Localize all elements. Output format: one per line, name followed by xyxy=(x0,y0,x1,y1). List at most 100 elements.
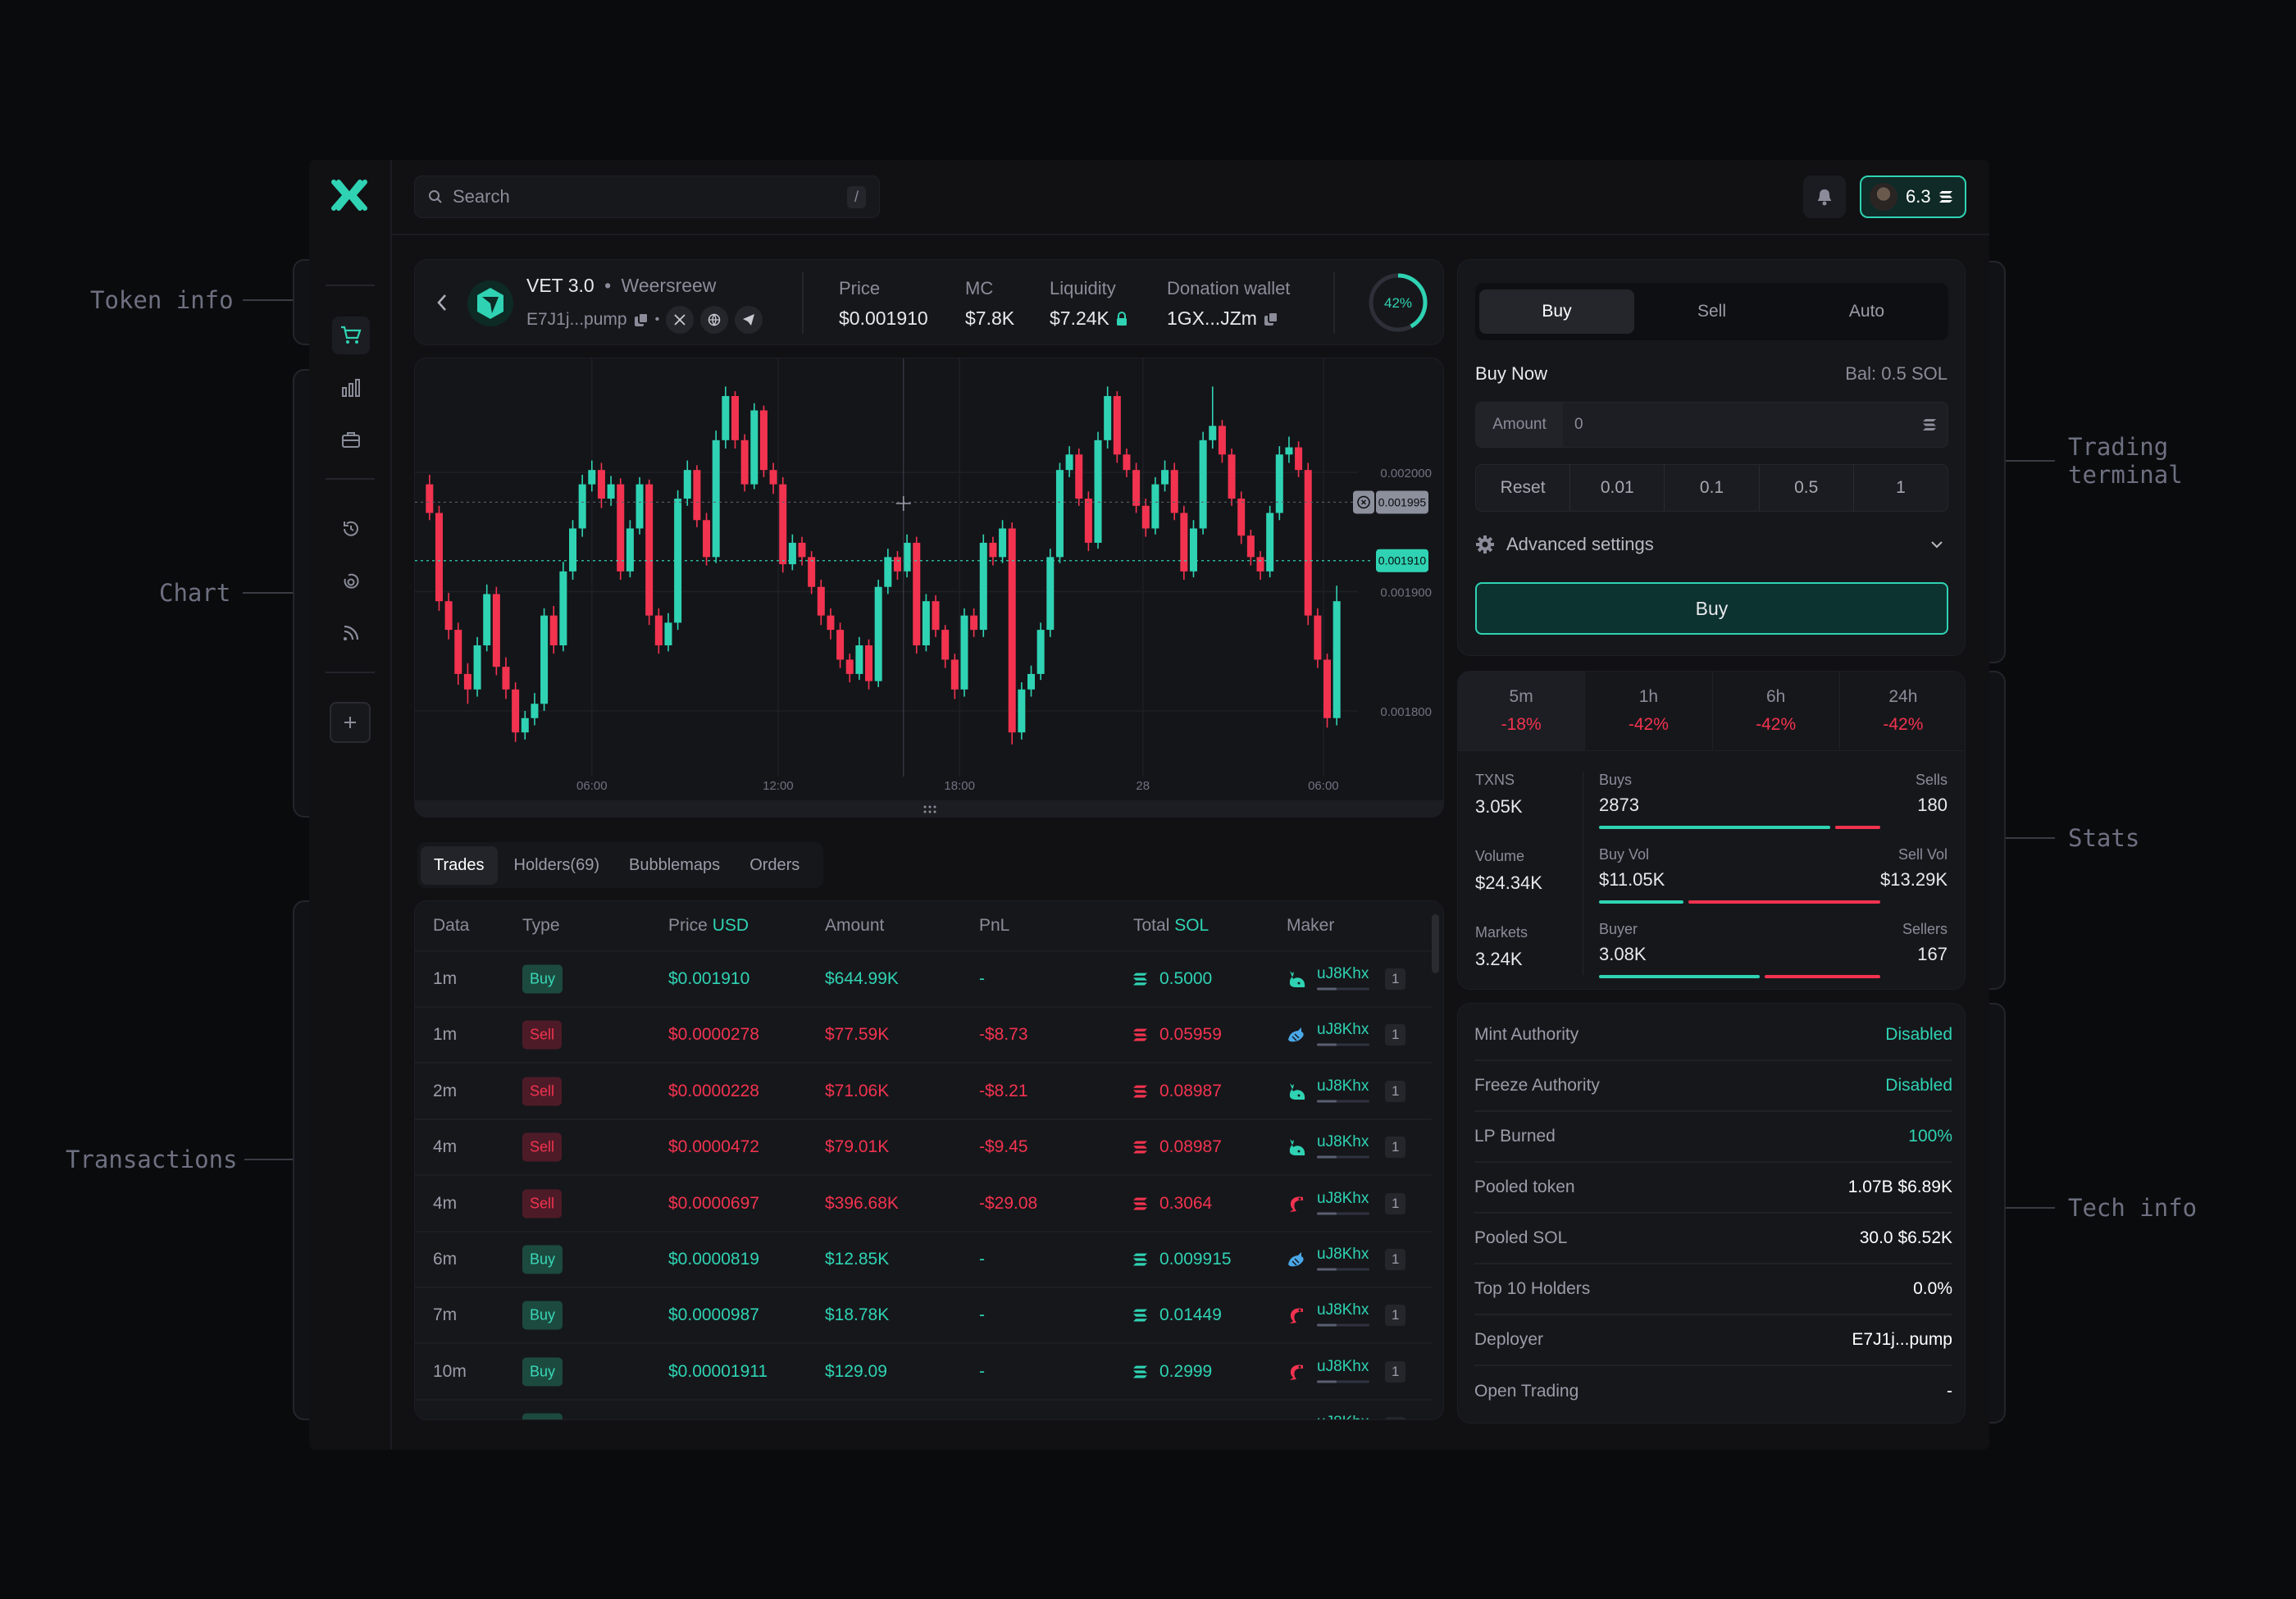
buy-value: 2873 xyxy=(1599,795,1639,815)
tab-trades[interactable]: Trades xyxy=(421,845,498,885)
col-maker[interactable]: Maker xyxy=(1287,916,1335,935)
tab-auto[interactable]: Auto xyxy=(1848,302,1885,321)
copy-icon[interactable] xyxy=(1264,311,1278,326)
grip-dots-icon xyxy=(928,805,932,809)
maker-link[interactable]: uJ8Khx xyxy=(1317,1301,1369,1319)
sidebar-item-rewards[interactable] xyxy=(332,563,370,600)
annotation-stats: Stats xyxy=(2068,824,2140,852)
col-total-unit[interactable]: SOL xyxy=(1174,916,1210,935)
col-amount[interactable]: Amount xyxy=(825,916,885,935)
back-chevron-icon[interactable] xyxy=(436,293,448,312)
table-row[interactable]: 1m Buy $0.001910 $644.99K - 0.5000 uJ8Khx 1 xyxy=(415,952,1432,1008)
maker-link[interactable]: uJ8Khx xyxy=(1317,1246,1369,1263)
reset-button[interactable]: Reset xyxy=(1476,465,1571,511)
col-pnl[interactable]: PnL xyxy=(979,916,1010,935)
maker-count: 1 xyxy=(1385,1417,1406,1419)
candle-body xyxy=(559,571,567,645)
table-row[interactable]: 4m Sell $0.0000697 $396.68K -$29.08 0.3064 uJ8… xyxy=(415,1177,1432,1232)
order-price-marker[interactable] xyxy=(1376,490,1428,514)
table-row[interactable]: 1m Sell $0.0000278 $77.59K -$8.73 0.05959 uJ8K… xyxy=(415,1008,1432,1064)
table-row[interactable]: 6m Buy $0.0000819 $12.85K - 0.009915 uJ8Khx 1 xyxy=(415,1232,1432,1288)
period-tab-1h[interactable]: 1h -42% xyxy=(1585,672,1713,750)
sol-icon xyxy=(1133,1253,1147,1266)
maker-link[interactable]: uJ8Khx xyxy=(1317,1133,1369,1151)
copy-icon[interactable] xyxy=(634,312,649,327)
token-creator[interactable]: Weersreew xyxy=(621,275,717,296)
website-button[interactable] xyxy=(700,306,729,334)
sidebar-item-cart[interactable] xyxy=(332,317,370,354)
col-type[interactable]: Type xyxy=(522,916,560,935)
chart-resize-handle[interactable] xyxy=(415,800,1444,818)
table-row[interactable]: 10m Buy $0.00001911 $129.09 - 0.2999 uJ8Khx 1 xyxy=(415,1345,1432,1401)
maker-link[interactable]: uJ8Khx xyxy=(1317,1021,1369,1039)
candle xyxy=(999,520,1007,563)
preset-0.01[interactable]: 0.01 xyxy=(1570,465,1665,511)
col-price-unit[interactable]: USD xyxy=(712,916,749,935)
sidebar-item-history[interactable] xyxy=(332,510,370,548)
trade-time: 6m xyxy=(433,1250,458,1269)
maker-link[interactable]: uJ8Khx xyxy=(1317,965,1369,982)
maker-link[interactable]: uJ8Khx xyxy=(1317,1189,1369,1207)
col-total[interactable]: Total SOL xyxy=(1133,916,1209,936)
col-data[interactable]: Data xyxy=(433,916,470,935)
notifications-button[interactable] xyxy=(1803,175,1846,218)
maker-progress xyxy=(1317,1268,1369,1271)
last-price-marker[interactable] xyxy=(1376,549,1428,572)
x-icon xyxy=(674,314,686,326)
tab-orders[interactable]: Orders xyxy=(749,855,800,874)
tab-holders[interactable]: Holders(69) xyxy=(513,855,599,874)
annotation-token-info: Token info xyxy=(90,286,234,314)
trade-total: 0.01449 xyxy=(1159,1305,1222,1325)
candle xyxy=(483,584,491,652)
tab-bubblemaps[interactable]: Bubblemaps xyxy=(629,855,721,874)
maker-link[interactable]: uJ8Khx xyxy=(1317,1077,1369,1095)
x-link-button[interactable] xyxy=(666,306,695,334)
amount-input[interactable]: Amount 0 xyxy=(1475,402,1948,448)
history-icon xyxy=(344,521,358,536)
add-button[interactable] xyxy=(330,702,371,743)
period-tabs: 5m -18% 1h -42% 6h -42% 24h -42% xyxy=(1458,672,1965,751)
candle-body xyxy=(827,615,835,631)
col-price[interactable]: Price USD xyxy=(668,916,749,936)
gear-icon xyxy=(1476,535,1494,554)
candle-body xyxy=(1189,528,1197,572)
table-row[interactable]: 7m Buy $0.0000987 $18.78K - 0.01449 uJ8Khx 1 xyxy=(415,1288,1432,1345)
sol-icon xyxy=(1133,1085,1147,1098)
maker-link[interactable]: uJ8Khx xyxy=(1317,1357,1369,1375)
period-tab-24h[interactable]: 24h -42% xyxy=(1840,672,1965,750)
tab-sell[interactable]: Sell xyxy=(1697,302,1727,321)
candle-body xyxy=(597,470,605,499)
table-row[interactable]: 4m Sell $0.0000472 $79.01K -$9.45 0.08987 uJ8K… xyxy=(415,1120,1432,1177)
sidebar-item-chart[interactable] xyxy=(332,369,370,407)
period-tab-5m[interactable]: 5m -18% xyxy=(1458,672,1586,750)
tab-buy[interactable]: Buy xyxy=(1479,289,1634,334)
type-badge: Sell xyxy=(522,1189,563,1219)
tech-value: E7J1j...pump xyxy=(1852,1330,1952,1349)
table-row[interactable]: 11m Buy $0.001910 $644.99K - 0.5000 uJ8Khx 1 xyxy=(415,1401,1432,1419)
candlestick-chart[interactable]: 0.002000 0.001900 0.001800 06:00 12:00 18:00 2… xyxy=(415,358,1444,818)
maker-link[interactable]: uJ8Khx xyxy=(1317,1414,1369,1419)
table-row[interactable]: 2m Sell $0.0000228 $71.06K -$8.21 0.08987 uJ8K… xyxy=(415,1064,1432,1120)
candle-body xyxy=(808,557,816,587)
preset-1[interactable]: 1 xyxy=(1896,478,1906,497)
advanced-settings-toggle[interactable]: Advanced settings xyxy=(1475,528,1948,561)
candle xyxy=(979,534,987,637)
candle-body xyxy=(444,601,453,631)
telegram-button[interactable] xyxy=(735,306,763,334)
preset-0.1[interactable]: 0.1 xyxy=(1665,465,1760,511)
table-scrollbar[interactable] xyxy=(1432,914,1439,973)
wallet-button[interactable]: 6.3 xyxy=(1860,175,1966,218)
sidebar-item-feed[interactable] xyxy=(332,614,370,652)
amount-label: Amount xyxy=(1476,403,1563,447)
buy-submit-button[interactable]: Buy xyxy=(1475,582,1948,635)
candle xyxy=(1295,441,1303,477)
token-name: VET 3.0 xyxy=(526,275,594,296)
logo-icon[interactable] xyxy=(330,179,368,212)
tech-row: Open Trading - xyxy=(1474,1366,1952,1417)
y-tick-label: 0.001800 xyxy=(1380,705,1432,719)
search-input[interactable]: Search / xyxy=(414,175,880,218)
sidebar-item-portfolio[interactable] xyxy=(332,421,370,458)
sell-value: 180 xyxy=(1917,795,1947,815)
period-tab-6h[interactable]: 6h -42% xyxy=(1713,672,1840,750)
preset-0.5[interactable]: 0.5 xyxy=(1760,465,1854,511)
